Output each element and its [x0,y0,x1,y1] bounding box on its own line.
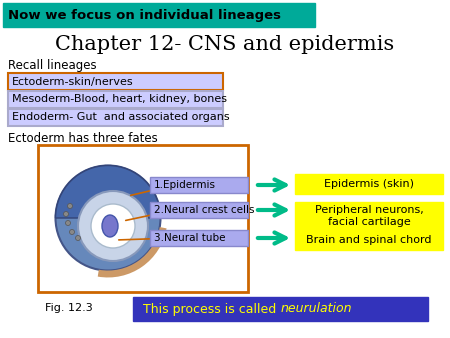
Text: Endoderm- Gut  and associated organs: Endoderm- Gut and associated organs [12,113,230,122]
Circle shape [66,220,71,225]
Text: Epidermis (skin): Epidermis (skin) [324,179,414,189]
FancyBboxPatch shape [38,145,248,292]
FancyBboxPatch shape [150,202,248,218]
Text: Fig. 12.3: Fig. 12.3 [45,303,93,313]
Text: neurulation: neurulation [280,303,352,315]
Wedge shape [55,166,161,218]
Text: Mesoderm-Blood, heart, kidney, bones: Mesoderm-Blood, heart, kidney, bones [12,95,227,104]
FancyBboxPatch shape [133,297,428,321]
Text: Chapter 12- CNS and epidermis: Chapter 12- CNS and epidermis [55,35,395,54]
Text: Peripheral neurons,
facial cartilage: Peripheral neurons, facial cartilage [315,205,423,227]
Text: 3.Neural tube: 3.Neural tube [154,233,225,243]
Circle shape [76,236,81,241]
Circle shape [78,191,148,261]
Text: Brain and spinal chord: Brain and spinal chord [306,235,432,245]
Circle shape [69,230,75,235]
Text: Now we focus on individual lineages: Now we focus on individual lineages [8,8,281,22]
FancyBboxPatch shape [8,109,223,126]
FancyBboxPatch shape [295,174,443,194]
FancyBboxPatch shape [8,73,223,90]
Text: Ectoderm-skin/nerves: Ectoderm-skin/nerves [12,76,134,87]
Ellipse shape [55,166,161,270]
Circle shape [68,203,72,209]
Ellipse shape [102,215,118,237]
Text: 1.Epidermis: 1.Epidermis [154,180,216,190]
Text: Ectoderm has three fates: Ectoderm has three fates [8,131,158,145]
FancyBboxPatch shape [3,3,315,27]
FancyBboxPatch shape [150,230,248,246]
Text: 2.Neural crest cells: 2.Neural crest cells [154,205,255,215]
FancyBboxPatch shape [8,91,223,108]
Text: Recall lineages: Recall lineages [8,59,97,72]
Text: This process is called: This process is called [143,303,280,315]
Circle shape [63,212,68,217]
Circle shape [91,204,135,248]
FancyBboxPatch shape [295,202,443,230]
FancyBboxPatch shape [150,177,248,193]
FancyBboxPatch shape [295,230,443,250]
